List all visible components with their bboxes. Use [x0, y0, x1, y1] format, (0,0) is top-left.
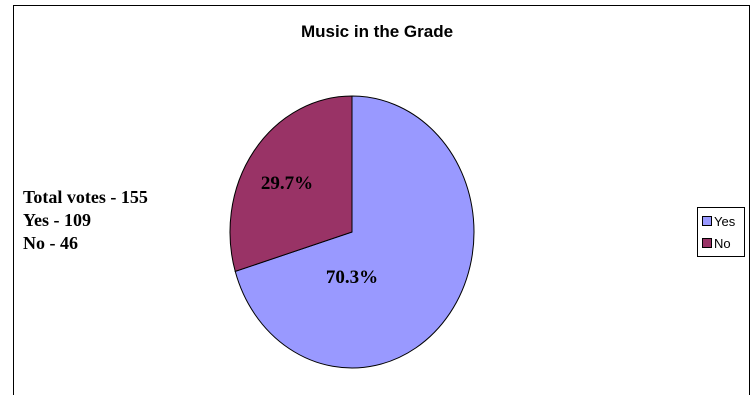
chart-title: Music in the Grade	[300, 22, 454, 41]
legend: Yes No	[697, 207, 745, 257]
legend-swatch-no	[702, 238, 712, 248]
slice-label-yes: 70.3%	[326, 267, 378, 288]
legend-swatch-yes	[702, 216, 712, 226]
legend-item-no: No	[698, 232, 744, 254]
slice-label-no: 29.7%	[261, 173, 313, 194]
vote-summary: Total votes - 155 Yes - 109 No - 46	[23, 186, 148, 255]
legend-label-yes: Yes	[714, 213, 736, 229]
total-votes-text: Total votes - 155	[23, 187, 148, 207]
legend-item-yes: Yes	[698, 210, 744, 232]
yes-votes-text: Yes - 109	[23, 210, 91, 230]
no-votes-text: No - 46	[23, 233, 78, 253]
pie-slice-yes	[234, 95, 475, 369]
legend-label-no: No	[714, 235, 731, 251]
pie-slice-no	[229, 95, 353, 273]
